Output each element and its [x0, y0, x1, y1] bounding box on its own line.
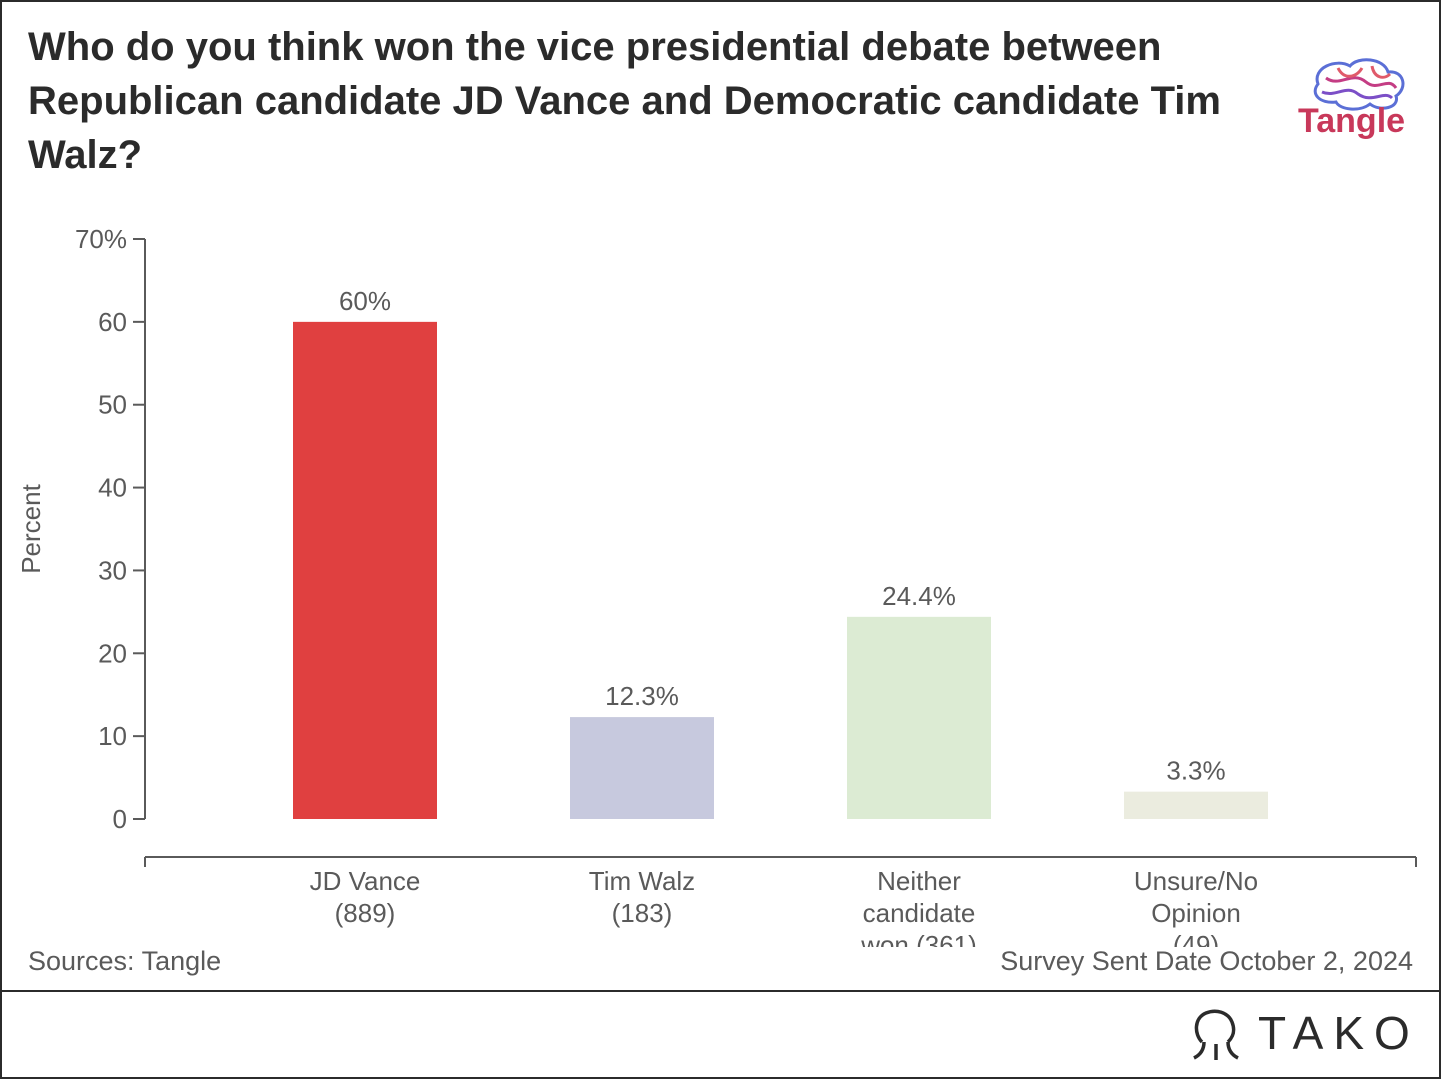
bar-value-label: 12.3% — [605, 681, 679, 711]
y-axis-label: Percent — [16, 483, 46, 573]
x-axis: JD Vance(889) Tim Walz(183) Neithercandida… — [144, 856, 1417, 947]
source-note: Sources: Tangle — [28, 946, 222, 976]
bar — [847, 616, 991, 819]
y-tick-label: 70% — [75, 224, 127, 254]
x-tick-label: Tim Walz — [589, 866, 695, 896]
y-tick-label: 10 — [98, 721, 127, 751]
x-tick-label: (183) — [612, 898, 673, 928]
tangle-brand-logo: Tangle — [1298, 102, 1406, 140]
y-axis: 0 10 20 30 40 50 60 70% — [75, 224, 146, 834]
x-tick-label: won (361) — [860, 930, 977, 947]
bar — [293, 321, 437, 819]
x-tick-label: Unsure/No — [1134, 866, 1258, 896]
tako-octopus-icon — [1193, 1009, 1239, 1060]
y-tick-label: 40 — [98, 473, 127, 503]
bar — [570, 717, 714, 819]
x-tick-label: JD Vance — [310, 866, 421, 896]
footer-divider — [2, 990, 1439, 992]
y-tick-label: 0 — [113, 804, 127, 834]
bar-value-label: 24.4% — [882, 581, 956, 611]
y-tick-label: 20 — [98, 638, 127, 668]
x-tick-label: Neither — [877, 866, 961, 896]
tako-logo-text: TAKO — [1258, 1007, 1420, 1059]
x-tick-label: Opinion — [1151, 898, 1241, 928]
bar-value-label: 3.3% — [1166, 756, 1225, 786]
y-tick-label: 30 — [98, 555, 127, 585]
bar-value-label: 60% — [339, 286, 391, 316]
bar — [1124, 791, 1268, 819]
x-tick-label: (889) — [335, 898, 396, 928]
chart-title: Who do you think won the vice presidenti… — [28, 25, 1221, 177]
x-tick-label: candidate — [863, 898, 976, 928]
bars: 60% 12.3% 24.4% 3.3% — [293, 286, 1268, 819]
y-tick-label: 60 — [98, 307, 127, 337]
bar-chart: 0 10 20 30 40 50 60 70% JD Vance(889) Tim Walz(1… — [16, 224, 1417, 947]
y-tick-label: 50 — [98, 390, 127, 420]
tangle-brain-icon — [1313, 58, 1405, 111]
survey-date-note: Survey Sent Date October 2, 2024 — [1000, 946, 1413, 976]
x-tick-label: (49) — [1173, 930, 1219, 947]
